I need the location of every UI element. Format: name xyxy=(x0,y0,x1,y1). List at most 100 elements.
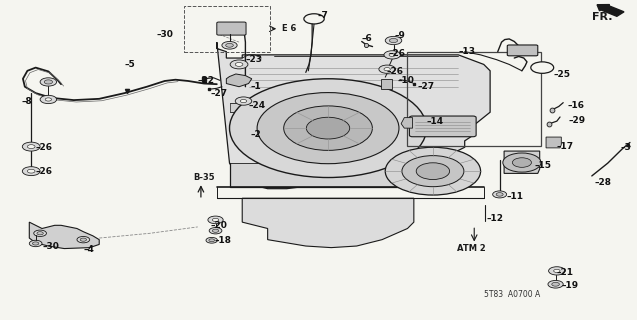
Circle shape xyxy=(40,78,57,86)
Circle shape xyxy=(212,229,218,232)
Polygon shape xyxy=(401,118,413,128)
Text: –6: –6 xyxy=(362,35,373,44)
Text: –5: –5 xyxy=(125,60,136,69)
Text: –9: –9 xyxy=(395,31,406,40)
Polygon shape xyxy=(546,137,561,148)
Circle shape xyxy=(235,62,243,66)
Text: FR.: FR. xyxy=(592,12,612,22)
Text: –17: –17 xyxy=(557,142,574,151)
Circle shape xyxy=(32,242,39,245)
Text: –12: –12 xyxy=(487,214,504,223)
Circle shape xyxy=(548,267,565,275)
Circle shape xyxy=(554,269,560,272)
Text: –13: –13 xyxy=(459,47,475,56)
Circle shape xyxy=(27,169,35,173)
Text: –7: –7 xyxy=(317,11,328,20)
Circle shape xyxy=(384,51,401,59)
Bar xyxy=(408,52,541,146)
Text: –16: –16 xyxy=(568,101,585,110)
Text: –21: –21 xyxy=(557,268,574,277)
Text: –4: –4 xyxy=(83,245,94,254)
Text: –26: –26 xyxy=(36,143,53,152)
Polygon shape xyxy=(229,103,242,112)
Polygon shape xyxy=(217,42,490,189)
Circle shape xyxy=(34,230,47,236)
Text: –30: –30 xyxy=(42,242,59,251)
Circle shape xyxy=(548,280,563,288)
Text: –2: –2 xyxy=(250,130,261,139)
Text: –30: –30 xyxy=(157,30,173,39)
Circle shape xyxy=(222,42,237,49)
Circle shape xyxy=(77,236,90,243)
Circle shape xyxy=(240,100,247,103)
Circle shape xyxy=(389,53,396,56)
Circle shape xyxy=(212,218,218,221)
Circle shape xyxy=(384,68,390,71)
Text: –8: –8 xyxy=(22,97,32,106)
FancyBboxPatch shape xyxy=(507,45,538,56)
FancyArrow shape xyxy=(597,4,624,16)
Text: –25: –25 xyxy=(554,70,571,79)
Text: –26: –26 xyxy=(36,167,53,176)
Polygon shape xyxy=(381,79,392,89)
Text: –1: –1 xyxy=(250,82,261,91)
Circle shape xyxy=(209,239,215,242)
Text: 5T83  A0700 A: 5T83 A0700 A xyxy=(483,290,540,299)
Circle shape xyxy=(402,156,464,187)
Text: –29: –29 xyxy=(568,116,585,125)
Text: –26: –26 xyxy=(387,67,403,76)
Polygon shape xyxy=(242,198,414,248)
Circle shape xyxy=(27,145,35,148)
Circle shape xyxy=(512,158,531,167)
Circle shape xyxy=(44,80,52,84)
Text: –27: –27 xyxy=(417,82,434,91)
Text: –22: –22 xyxy=(197,76,215,85)
Circle shape xyxy=(209,228,222,234)
Text: –10: –10 xyxy=(398,76,415,85)
Circle shape xyxy=(496,193,503,196)
Circle shape xyxy=(416,163,450,180)
Text: –23: –23 xyxy=(245,55,262,64)
Circle shape xyxy=(492,191,506,198)
Circle shape xyxy=(257,92,399,164)
Circle shape xyxy=(306,117,350,139)
Polygon shape xyxy=(229,163,459,187)
Circle shape xyxy=(45,98,52,101)
Circle shape xyxy=(22,167,40,176)
Circle shape xyxy=(206,237,217,243)
Circle shape xyxy=(385,147,480,195)
Text: –27: –27 xyxy=(210,89,227,98)
Circle shape xyxy=(389,38,397,43)
Text: –19: –19 xyxy=(561,281,578,290)
Text: –15: –15 xyxy=(534,161,552,170)
Circle shape xyxy=(304,14,324,24)
Circle shape xyxy=(229,79,427,178)
Circle shape xyxy=(503,153,541,172)
Text: –3: –3 xyxy=(620,143,631,152)
Circle shape xyxy=(283,106,373,150)
Text: –20: –20 xyxy=(210,221,227,230)
Circle shape xyxy=(29,240,42,247)
Circle shape xyxy=(379,65,396,73)
FancyBboxPatch shape xyxy=(410,116,476,137)
Circle shape xyxy=(37,232,43,235)
Circle shape xyxy=(225,44,233,47)
Text: –24: –24 xyxy=(248,101,266,110)
Circle shape xyxy=(230,60,248,69)
Text: ATM 2: ATM 2 xyxy=(457,244,486,253)
Polygon shape xyxy=(226,74,252,87)
Circle shape xyxy=(531,62,554,73)
Text: –26: –26 xyxy=(389,49,405,58)
Bar xyxy=(183,6,269,52)
Text: –28: –28 xyxy=(595,178,612,187)
Text: B-35: B-35 xyxy=(193,173,215,182)
Circle shape xyxy=(80,238,87,241)
FancyBboxPatch shape xyxy=(217,22,246,35)
Text: –14: –14 xyxy=(427,117,444,126)
Circle shape xyxy=(552,282,559,286)
Circle shape xyxy=(385,36,402,45)
Circle shape xyxy=(40,95,57,104)
Text: E 6: E 6 xyxy=(282,24,297,33)
Text: –18: –18 xyxy=(215,236,232,245)
Circle shape xyxy=(208,216,223,224)
